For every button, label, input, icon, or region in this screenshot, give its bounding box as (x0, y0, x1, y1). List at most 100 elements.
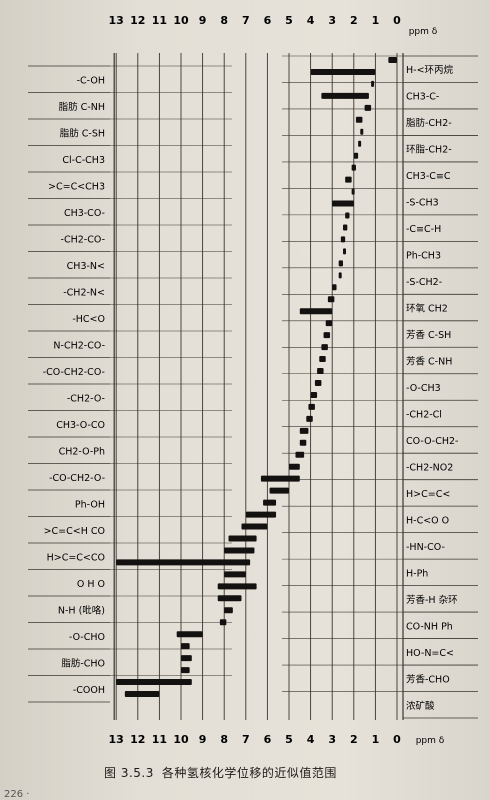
bottom-tick-label: 3 (328, 733, 336, 746)
left-group-label: -CO-CH2-O- (49, 473, 105, 484)
right-group-label: 浓矿酸 (406, 700, 435, 712)
left-group-label: -CH2-N< (63, 287, 105, 298)
shift-range-bar (310, 391, 318, 398)
left-group-label: -COOH (73, 685, 105, 696)
right-group-label: -S-CH3 (406, 198, 439, 209)
bottom-tick-label: 6 (264, 733, 272, 746)
left-group-label: CH3-N< (67, 261, 105, 272)
shift-range-bar (327, 296, 335, 303)
right-group-label: -C≡C-H (406, 224, 441, 235)
right-group-label: CH3-C≡C (406, 171, 451, 182)
left-group-label: -CH2-O- (67, 393, 105, 404)
top-tick-label: 0 (393, 14, 401, 27)
shift-range-bar (306, 415, 313, 422)
shift-range-bar (181, 643, 190, 650)
axis-ticks: 13 12 11 10 9 8 7 6 5 4 3 2 1 013 12 11 10 9 8 7 6 5 4 3 2 1 0ppm … (109, 14, 445, 746)
page-number: 226 · (4, 789, 30, 800)
right-group-label: 脂肪-CH2- (406, 117, 452, 129)
left-group-label: N-CH2-CO- (53, 340, 105, 351)
shift-range-bar (219, 619, 227, 626)
shift-range-bar (245, 511, 277, 518)
shift-range-bar (224, 547, 255, 554)
right-group-label: 芳香 C-NH (406, 356, 452, 368)
bottom-tick-label: 1 (372, 733, 380, 746)
shift-range-bar (371, 80, 375, 87)
right-group-label: 环脂-CH2- (406, 144, 452, 156)
bottom-tick-label: 4 (307, 733, 315, 746)
shift-range-bar (353, 152, 359, 159)
shift-range-bar (299, 427, 309, 434)
shift-range-bar (310, 68, 376, 75)
shift-range-bar (325, 320, 333, 327)
left-group-label: -CO-CH2-CO- (43, 367, 105, 378)
top-tick-label: 13 (109, 14, 124, 27)
top-tick-label: 1 (372, 14, 380, 27)
top-tick-label: 12 (130, 14, 145, 27)
bottom-tick-label: 2 (350, 733, 358, 746)
figure-caption: 图 3.5.3 各种氢核化学位移的近似值范围 (104, 764, 337, 781)
right-group-label: -HN-CO- (406, 542, 445, 553)
right-group-label: -S-CH2- (406, 277, 442, 288)
right-group-label: H-Ph (406, 568, 428, 579)
right-group-label: 环氧 CH2 (406, 303, 448, 315)
right-group-label: H>C=C< (406, 489, 450, 500)
shift-range-bar (338, 260, 343, 267)
figure-number: 图 3.5.3 (104, 766, 154, 780)
right-group-label: 芳香 C-SH (406, 329, 451, 341)
top-tick-label: 11 (152, 14, 167, 27)
shift-range-bar (343, 248, 346, 255)
shift-range-bar (351, 188, 355, 195)
shift-range-bar (181, 667, 190, 674)
shift-range-bar (343, 224, 348, 231)
bottom-tick-label: 9 (199, 733, 207, 746)
shift-range-bar (332, 284, 337, 291)
shift-range-bar (124, 691, 160, 697)
shift-range-bar (269, 487, 289, 494)
top-tick-label: 2 (350, 14, 358, 27)
shift-range-bar (224, 607, 233, 614)
shift-range-bar (364, 104, 372, 111)
left-group-label: CH3-O-CO (56, 420, 105, 431)
top-axis-unit: ppm δ (409, 27, 438, 37)
left-group-label: N-H (吡咯) (58, 604, 105, 616)
bottom-tick-label: 11 (152, 733, 167, 746)
shift-range-bar (228, 535, 257, 542)
top-tick-label: 5 (285, 14, 293, 27)
left-group-label: >C=C<H CO (44, 526, 105, 537)
left-group-label: 脂肪 C-SH (60, 127, 105, 139)
shift-range-bar (323, 332, 331, 339)
left-group-label: -C-OH (77, 75, 105, 86)
left-group-label: -CH2-CO- (61, 234, 105, 245)
bottom-tick-label: 5 (285, 733, 293, 746)
shift-range-bar (181, 655, 192, 662)
shift-range-bar (260, 475, 300, 482)
bottom-tick-label: 10 (173, 733, 189, 746)
right-group-label: CH3-C- (406, 92, 439, 103)
bottom-tick-label: 0 (393, 733, 401, 746)
right-group-label: 芳香-CHO (406, 673, 450, 685)
shift-range-bar (321, 344, 328, 351)
shift-bars (116, 57, 397, 697)
shift-range-bar (321, 92, 369, 99)
shift-range-bar (176, 631, 203, 638)
shift-range-bar (116, 679, 192, 686)
right-group-label: -O-CH3 (406, 383, 441, 394)
left-group-label: CH2-O-Ph (59, 446, 105, 457)
left-group-label: >C=C<CH3 (48, 181, 105, 192)
top-tick-label: 4 (307, 14, 315, 27)
right-group-label: 芳香-H 杂环 (406, 594, 458, 606)
shift-range-bar (263, 499, 277, 506)
shift-range-bar (355, 116, 363, 123)
shift-range-bar (345, 176, 352, 183)
shift-range-bar (289, 463, 300, 470)
top-tick-label: 9 (199, 14, 207, 27)
shift-range-bar (314, 379, 322, 386)
shift-range-bar (299, 308, 333, 315)
shift-range-bar (317, 368, 324, 375)
figure-title: 各种氢核化学位移的近似值范围 (161, 766, 337, 780)
right-group-label: CO-NH Ph (406, 621, 453, 632)
left-group-label: -HC<O (72, 314, 105, 325)
shift-range-bar (332, 200, 354, 207)
top-tick-label: 6 (264, 14, 272, 27)
